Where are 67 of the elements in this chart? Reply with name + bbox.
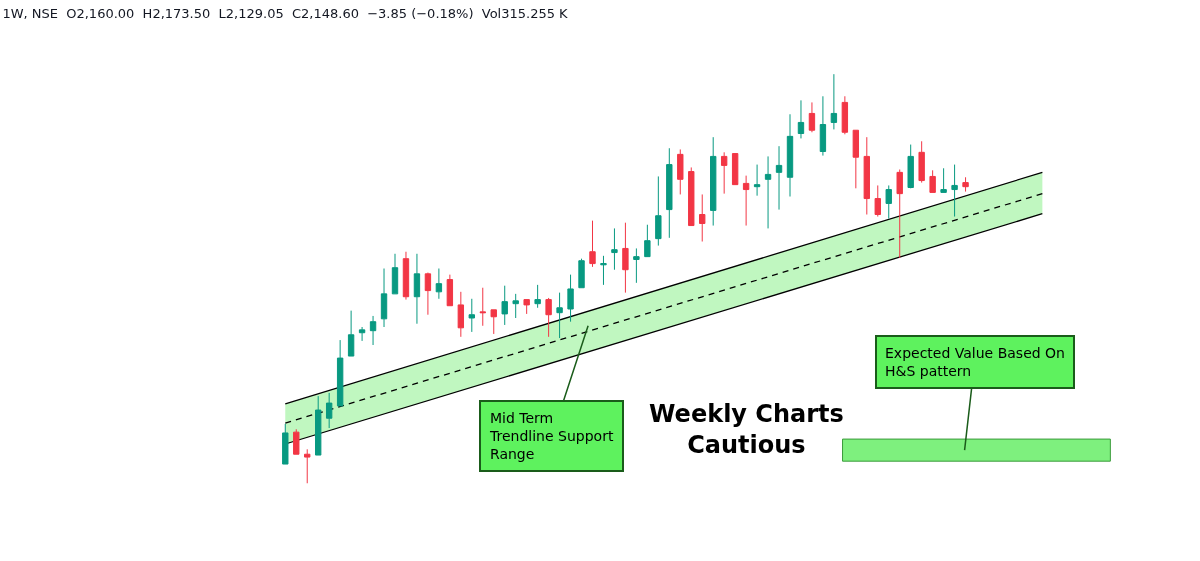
candlestick (435, 268, 443, 300)
candlestick (424, 272, 432, 316)
candlestick (589, 220, 596, 268)
candlestick (688, 166, 695, 227)
candlestick (380, 268, 388, 328)
candlestick (293, 428, 300, 455)
candlestick (797, 99, 805, 139)
candlestick (742, 175, 750, 227)
candlestick (315, 395, 322, 456)
candlestick (600, 255, 607, 286)
candlestick (534, 284, 541, 309)
candlestick (446, 274, 454, 307)
candlestick (578, 258, 585, 289)
band-label: Expected Value Based On H&S pattern (885, 345, 1065, 380)
candlestick (402, 251, 410, 301)
chart-title: 1W, NSE O2,160.00 H2,173.50 L2,129.05 C2,148.60 −3.85 (−0.18%) Vol315.255 K (2, 5, 569, 21)
candlestick (896, 169, 903, 259)
candlestick (731, 153, 739, 186)
candlestick (830, 73, 838, 130)
candlestick (567, 274, 574, 323)
candlestick (633, 247, 640, 284)
candlestick (929, 169, 936, 193)
candlestick (479, 287, 486, 327)
candlestick (677, 148, 684, 195)
candlestick (304, 448, 311, 484)
candlestick (512, 293, 519, 319)
candlestick (951, 164, 958, 218)
candlestick (885, 184, 892, 220)
candlestick (358, 326, 366, 342)
candlestick (753, 164, 761, 197)
candlestick (325, 392, 333, 429)
candlestick (413, 253, 421, 325)
candlestick (556, 292, 563, 339)
candlestick (852, 129, 860, 189)
candlestick (666, 147, 673, 239)
candlestick (468, 298, 475, 333)
candlestick (501, 285, 508, 326)
candlestick (720, 151, 728, 195)
candlestick (369, 315, 377, 346)
candlestick (282, 423, 289, 465)
candlestick (962, 176, 969, 193)
candlestick (699, 193, 706, 242)
candlestick (775, 145, 783, 211)
annotation: Weekly Charts Cautious (649, 400, 844, 460)
candlestick (391, 253, 399, 295)
candlestick (622, 222, 629, 294)
candlestick (336, 339, 344, 407)
candlestick (808, 101, 816, 133)
candlestick (764, 155, 772, 229)
annotation: Mid Term Trendline Support Range (489, 410, 614, 463)
candlestick (841, 95, 849, 135)
candlestick (347, 310, 355, 357)
candlestick (490, 309, 497, 335)
candlestick (710, 136, 717, 227)
candlestick (863, 136, 870, 215)
candlestick (786, 113, 794, 197)
candlestick (655, 175, 662, 247)
candlestick (907, 144, 914, 189)
candlestick (918, 140, 925, 184)
candlestick (819, 95, 827, 157)
candlestick (940, 167, 947, 193)
candlestick (545, 297, 552, 338)
candlestick (457, 291, 465, 338)
candlestick (523, 299, 530, 315)
candlestick (874, 184, 881, 218)
candlestick (611, 227, 618, 271)
candlestick (644, 224, 651, 258)
